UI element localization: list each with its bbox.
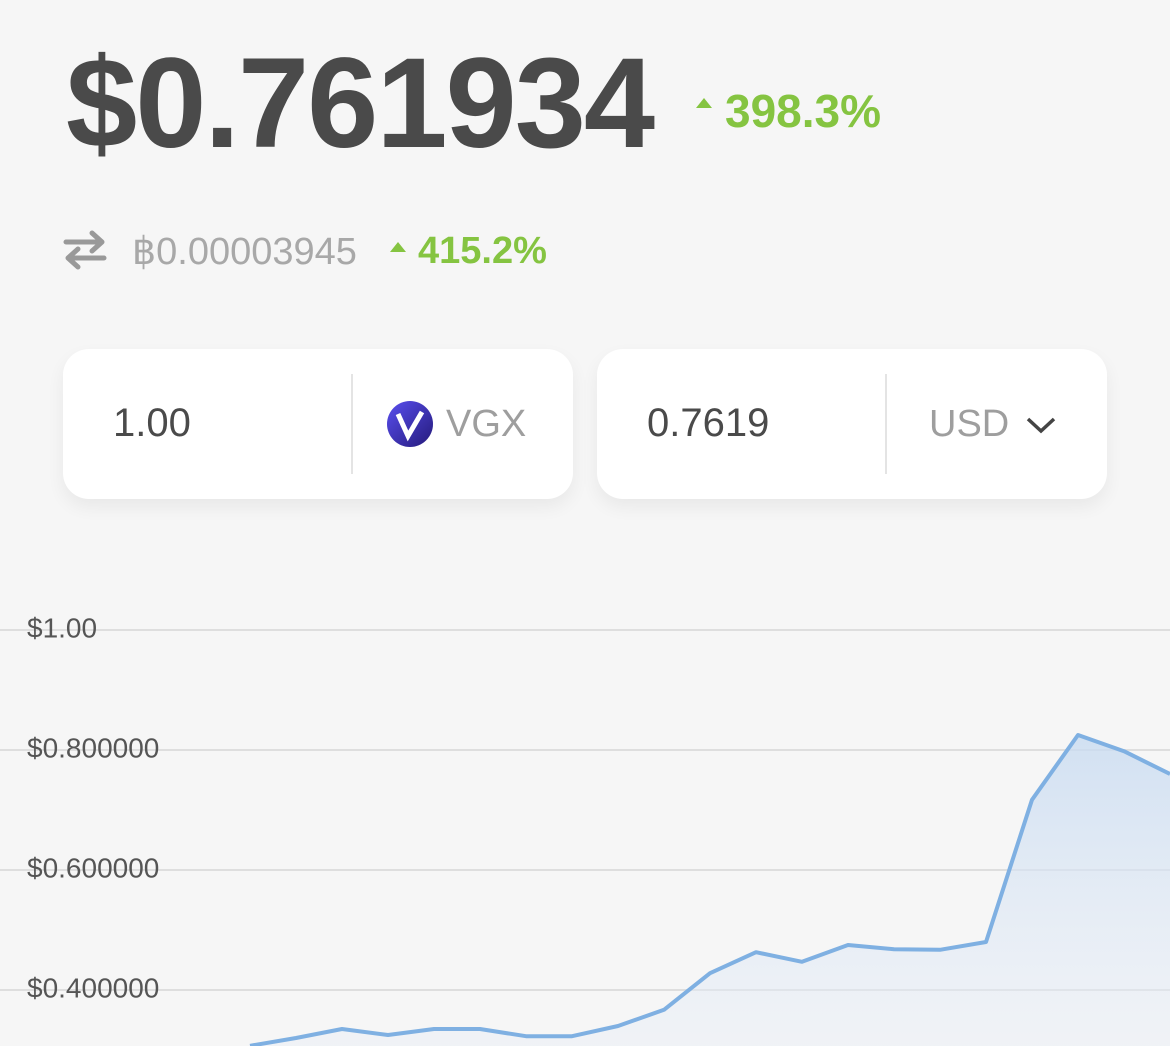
vgx-logo [387,401,433,447]
swap-icon [63,230,107,270]
chevron[interactable] [1025,415,1057,435]
separator [885,374,887,474]
separator [351,374,353,474]
y-tick-label: $0.600000 [27,852,159,883]
y-tick-label: $1.00 [27,612,97,643]
to-card[interactable]: 0.7619 USD [597,349,1107,499]
to-currency[interactable]: USD [929,403,1010,445]
up-arrow [390,242,406,252]
to-amount[interactable]: 0.7619 [647,401,770,445]
price-line [249,733,1170,1046]
from-currency: VGX [446,403,527,445]
up-arrow [696,98,712,108]
y-tick-label: $0.400000 [27,972,159,1003]
price: $0.761934 [66,32,655,175]
from-card[interactable]: 1.00 VGX [63,349,573,499]
btc-change: 415.2% [418,230,547,272]
y-tick-label: $0.800000 [27,732,159,763]
from-amount[interactable]: 1.00 [113,401,191,445]
price-change: 398.3% [725,85,882,137]
area-fill [250,735,1170,1046]
btc-price: ฿0.00003945 [132,231,357,273]
